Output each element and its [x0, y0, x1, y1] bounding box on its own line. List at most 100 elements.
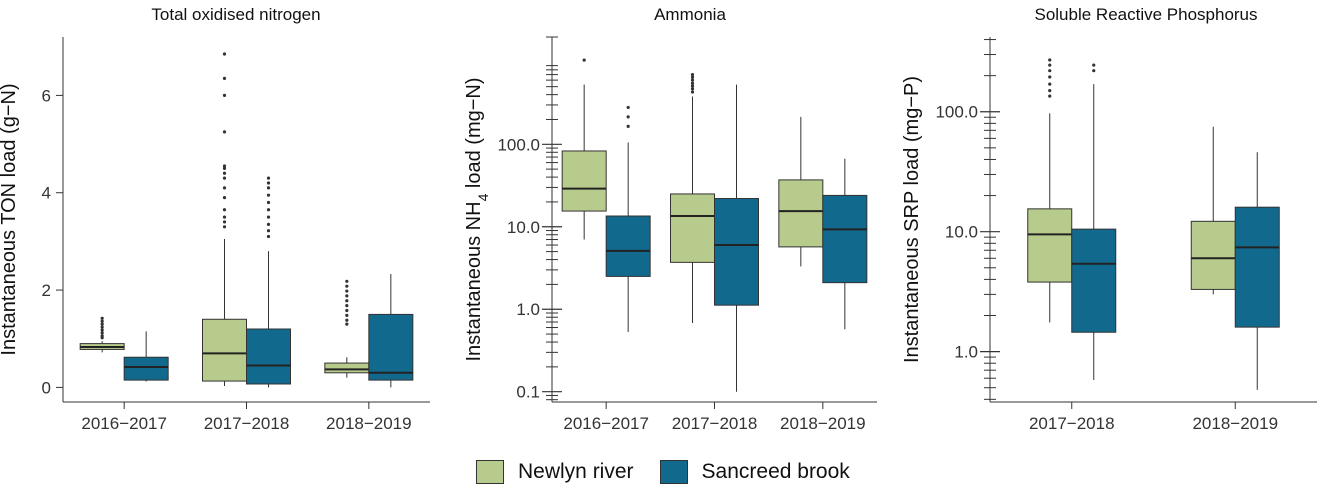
box-body: [202, 318, 247, 382]
box-body: [324, 362, 370, 374]
outlier-point: [345, 322, 349, 326]
y-tick-label: 1.0: [954, 343, 978, 362]
box-body: [1071, 228, 1117, 333]
outlier-point: [266, 193, 271, 197]
outlier-point: [345, 294, 349, 298]
box-sancreed-brook-2017-2018: [714, 84, 759, 392]
box-body: [714, 198, 759, 306]
box-body: [561, 150, 607, 212]
outlier-point: [222, 225, 227, 229]
outlier-point: [222, 215, 227, 219]
outlier-point: [345, 279, 349, 283]
outlier-point: [222, 76, 227, 80]
outlier-point: [1048, 94, 1052, 98]
legend: Newlyn river Sancreed brook: [476, 452, 876, 492]
outlier-point: [222, 196, 227, 200]
outlier-point: [100, 331, 104, 335]
outlier-point: [1048, 82, 1052, 86]
outlier-point: [266, 181, 271, 185]
y-tick-label: 2: [42, 281, 51, 300]
x-tick-label: 2017−2018: [204, 414, 290, 433]
outlier-point: [1092, 63, 1096, 67]
outlier-point: [690, 75, 695, 79]
y-tick-label: 0: [42, 378, 51, 397]
outlier-point: [100, 325, 104, 329]
y-axis-label: Instantaneous SRP load (mg−P): [901, 76, 923, 363]
box-body: [246, 328, 291, 385]
box-body: [1190, 220, 1236, 290]
box-sancreed-brook-2018-2019: [368, 274, 414, 388]
box-sancreed-brook-2017-2018: [1071, 63, 1117, 380]
outlier-point: [100, 322, 104, 326]
outlier-point: [266, 215, 271, 219]
panel-3: Soluble Reactive Phosphorus 1.0 10.0 100.0 I…: [901, 5, 1317, 433]
outlier-point: [1048, 58, 1052, 62]
x-tick-label: 2018−2019: [326, 414, 412, 433]
legend-item-newlyn-river: Newlyn river: [476, 460, 634, 484]
outlier-point: [266, 234, 271, 239]
outlier-point: [100, 316, 104, 320]
box-newlyn-river-2018-2019: [1190, 126, 1236, 295]
y-tick-label: 10.0: [507, 218, 540, 237]
outlier-point: [690, 84, 695, 88]
outlier-point: [1048, 75, 1052, 79]
x-tick-label: 2017−2018: [1029, 414, 1115, 433]
y-tick-label: 100.0: [497, 135, 540, 154]
legend-item-sancreed-brook: Sancreed brook: [659, 460, 850, 484]
box-newlyn-river-2016-2017: [79, 316, 125, 353]
x-tick-label: 2016−2017: [81, 414, 167, 433]
x-tick-label: 2016−2017: [563, 414, 649, 433]
outlier-point: [1092, 69, 1096, 73]
box-newlyn-river-2017-2018: [670, 72, 715, 324]
outlier-point: [222, 171, 227, 175]
y-tick-label: 100.0: [935, 103, 978, 122]
box-newlyn-river-2018-2019: [778, 116, 824, 267]
box-newlyn-river-2016-2017: [561, 58, 607, 240]
outlier-point: [626, 115, 630, 119]
outlier-point: [690, 78, 695, 82]
outlier-point: [626, 105, 630, 110]
y-tick-label: 4: [42, 184, 51, 203]
box-newlyn-river-2018-2019: [324, 279, 370, 378]
box-body: [670, 193, 715, 263]
outlier-point: [222, 186, 227, 190]
box-body: [1234, 206, 1280, 328]
box-body: [368, 313, 414, 381]
box-body: [822, 194, 868, 284]
box-sancreed-brook-2018-2019: [1234, 152, 1280, 390]
y-tick-label: 10.0: [945, 223, 978, 242]
outlier-point: [690, 81, 695, 85]
y-axis-label: Instantaneous NH4 load (mg−N): [463, 77, 491, 361]
outlier-point: [266, 186, 271, 190]
outlier-point: [266, 200, 271, 205]
box-body: [1027, 208, 1073, 283]
outlier-point: [222, 208, 227, 212]
panel-title: Soluble Reactive Phosphorus: [1034, 5, 1257, 24]
x-tick-label: 2018−2019: [1192, 414, 1278, 433]
legend-swatch-newlyn-river: [476, 460, 504, 484]
outlier-point: [222, 52, 227, 56]
box-plot-figure: Total oxidised nitrogen 0 2 4 6 Instantaneous…: [0, 5, 1317, 433]
box-sancreed-brook-2017-2018: [246, 176, 291, 388]
outlier-point: [1048, 89, 1052, 93]
y-tick-label: 1.0: [516, 300, 540, 319]
outlier-point: [582, 58, 586, 62]
outlier-point: [345, 284, 349, 288]
box-body: [778, 179, 824, 248]
outlier-point: [345, 289, 349, 293]
box-newlyn-river-2017-2018: [202, 52, 247, 386]
outlier-point: [100, 328, 104, 332]
outlier-point: [266, 176, 271, 180]
outlier-point: [266, 222, 271, 226]
y-tick-label: 6: [42, 86, 51, 105]
outlier-point: [690, 87, 695, 91]
outlier-point: [100, 319, 104, 323]
outlier-point: [345, 318, 349, 322]
legend-label-newlyn-river: Newlyn river: [518, 460, 634, 483]
outlier-point: [222, 93, 227, 97]
x-tick-label: 2018−2019: [780, 414, 866, 433]
box-body: [605, 215, 651, 277]
outlier-point: [222, 130, 227, 134]
outlier-point: [1048, 63, 1052, 67]
outlier-point: [266, 229, 271, 233]
